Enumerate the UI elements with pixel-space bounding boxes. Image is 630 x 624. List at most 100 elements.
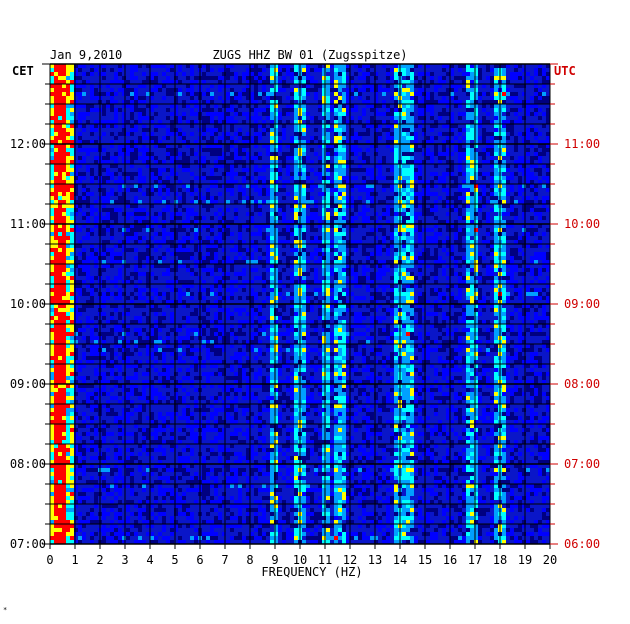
heatmap-cell <box>126 160 130 164</box>
heatmap-cell <box>90 92 94 96</box>
heatmap-cell <box>534 188 538 192</box>
heatmap-cell <box>294 140 298 144</box>
heatmap-cell <box>374 132 378 136</box>
heatmap-cell <box>370 216 374 220</box>
heatmap-cell <box>134 152 138 156</box>
heatmap-cell <box>430 116 434 120</box>
heatmap-cell <box>382 188 386 192</box>
heatmap-cell <box>246 260 250 264</box>
heatmap-cell <box>70 136 74 140</box>
heatmap-cell <box>270 192 274 196</box>
heatmap-cell <box>102 104 106 108</box>
heatmap-cell <box>110 304 114 308</box>
heatmap-cell <box>162 200 166 204</box>
heatmap-cell <box>250 96 254 100</box>
heatmap-cell <box>506 264 510 268</box>
heatmap-cell <box>470 108 474 112</box>
heatmap-cell <box>150 224 154 228</box>
heatmap-cell <box>338 80 342 84</box>
heatmap-cell <box>54 96 58 100</box>
heatmap-cell <box>490 260 494 264</box>
heatmap-cell <box>130 116 134 120</box>
heatmap-cell <box>306 300 310 304</box>
heatmap-cell <box>202 308 206 312</box>
heatmap-cell <box>250 292 254 296</box>
heatmap-cell <box>342 240 346 244</box>
heatmap-cell <box>302 112 306 116</box>
heatmap-cell <box>118 312 122 316</box>
heatmap-cell <box>230 104 234 108</box>
heatmap-cell <box>530 164 534 168</box>
heatmap-cell <box>326 196 330 200</box>
heatmap-cell <box>138 100 142 104</box>
heatmap-cell <box>442 112 446 116</box>
heatmap-cell <box>106 156 110 160</box>
heatmap-cell <box>54 84 58 88</box>
heatmap-cell <box>470 240 474 244</box>
heatmap-cell <box>414 184 418 188</box>
heatmap-cell <box>434 276 438 280</box>
heatmap-cell <box>258 108 262 112</box>
heatmap-cell <box>314 276 318 280</box>
heatmap-cell <box>234 108 238 112</box>
heatmap-cell <box>194 188 198 192</box>
heatmap-cell <box>194 140 198 144</box>
heatmap-cell <box>546 96 550 100</box>
heatmap-cell <box>58 72 62 76</box>
heatmap-cell <box>78 88 82 92</box>
heatmap-cell <box>342 252 346 256</box>
heatmap-cell <box>226 256 230 260</box>
heatmap-cell <box>62 280 66 284</box>
heatmap-cell <box>114 100 118 104</box>
heatmap-cell <box>286 156 290 160</box>
heatmap-cell <box>406 76 410 80</box>
heatmap-cell <box>130 188 134 192</box>
heatmap-cell <box>534 268 538 272</box>
heatmap-cell <box>322 224 326 228</box>
heatmap-cell <box>254 96 258 100</box>
heatmap-cell <box>530 188 534 192</box>
heatmap-cell <box>502 260 506 264</box>
heatmap-cell <box>302 276 306 280</box>
heatmap-cell <box>374 140 378 144</box>
heatmap-cell <box>342 280 346 284</box>
heatmap-cell <box>102 180 106 184</box>
heatmap-cell <box>210 232 214 236</box>
heatmap-cell <box>314 212 318 216</box>
heatmap-cell <box>294 300 298 304</box>
heatmap-cell <box>354 280 358 284</box>
heatmap-cell <box>66 220 70 224</box>
heatmap-cell <box>418 268 422 272</box>
heatmap-cell <box>302 100 306 104</box>
heatmap-cell <box>342 92 346 96</box>
heatmap-cell <box>190 64 194 68</box>
heatmap-cell <box>122 180 126 184</box>
heatmap-cell <box>110 264 114 268</box>
heatmap-cell <box>122 88 126 92</box>
heatmap-cell <box>250 92 254 96</box>
heatmap-cell <box>278 148 282 152</box>
heatmap-cell <box>70 124 74 128</box>
heatmap-cell <box>322 180 326 184</box>
heatmap-cell <box>338 304 342 308</box>
heatmap-cell <box>290 296 294 300</box>
heatmap-cell <box>318 184 322 188</box>
heatmap-cell <box>282 284 286 288</box>
heatmap-cell <box>150 96 154 100</box>
heatmap-cell <box>78 196 82 200</box>
heatmap-cell <box>278 260 282 264</box>
heatmap-cell <box>206 256 210 260</box>
heatmap-cell <box>218 116 222 120</box>
heatmap-cell <box>394 120 398 124</box>
heatmap-cell <box>238 136 242 140</box>
heatmap-cell <box>386 104 390 108</box>
heatmap-cell <box>526 108 530 112</box>
heatmap-cell <box>474 240 478 244</box>
heatmap-cell <box>458 168 462 172</box>
heatmap-cell <box>74 120 78 124</box>
heatmap-cell <box>490 304 494 308</box>
heatmap-cell <box>182 152 186 156</box>
heatmap-cell <box>130 224 134 228</box>
heatmap-cell <box>462 260 466 264</box>
heatmap-cell <box>478 92 482 96</box>
